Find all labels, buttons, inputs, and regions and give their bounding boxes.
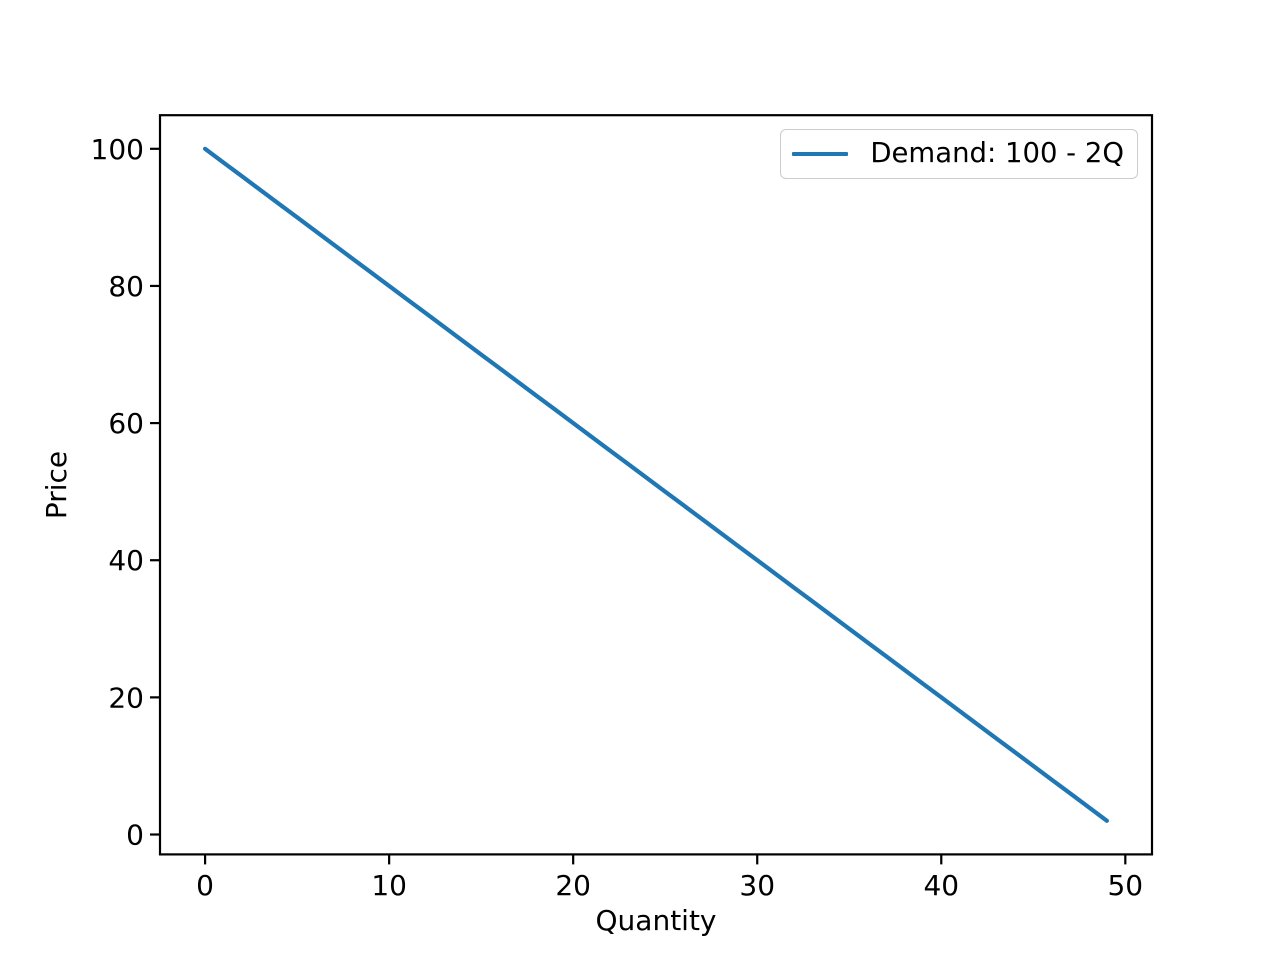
- x-tick-label: 50: [1107, 869, 1143, 902]
- x-tick-label: 30: [739, 869, 775, 902]
- y-tick-label: 80: [108, 270, 144, 303]
- axes-spines: [158, 114, 1154, 856]
- legend-line-swatch: [792, 151, 849, 157]
- y-tick-label: 0: [126, 819, 144, 852]
- x-tick-label: 20: [555, 869, 591, 902]
- x-tick-label: 0: [196, 869, 214, 902]
- legend: Demand: 100 - 2Q: [780, 129, 1138, 179]
- y-axis-label: Price: [40, 451, 73, 519]
- legend-label: Demand: 100 - 2Q: [870, 137, 1124, 170]
- x-tick-label: 40: [923, 869, 959, 902]
- x-tick-label: 10: [371, 869, 407, 902]
- y-tick-label: 40: [108, 544, 144, 577]
- x-axis-label: Quantity: [596, 904, 717, 937]
- y-tick-label: 60: [108, 407, 144, 440]
- demand-line: [202, 146, 1110, 823]
- y-tick-label: 100: [91, 133, 144, 166]
- y-tick-label: 20: [108, 681, 144, 714]
- plot-area: 0 10 20 30 40 50 0 20 40 60 80 100: [91, 114, 1154, 902]
